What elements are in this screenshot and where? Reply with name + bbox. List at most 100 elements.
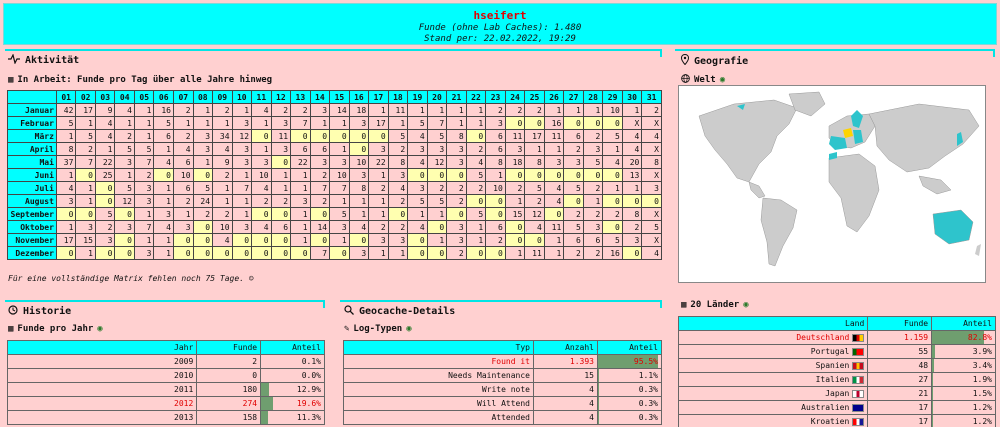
day-cell: 0 <box>465 246 487 260</box>
day-cell: 3 <box>133 246 155 260</box>
map-title: Welt <box>694 75 716 85</box>
activity-matrix: 01 02 03 04 05 06 07 08 09 10 11 12 13 14 15 16 17 18 19 20… <box>7 90 662 260</box>
activity-icon <box>8 53 20 67</box>
column-header[interactable]: Jahr <box>6 340 198 355</box>
day-cell: 0 <box>407 233 428 247</box>
day-header: 18 <box>387 90 409 104</box>
matrix-row: Januar 42 17 9 4 1 16 2 1 2 1 4 2 2 3 14 18 1 11 1 1 1 1 2 2 2 1 1 1… <box>7 103 662 117</box>
table-cell: 2011 <box>6 382 198 397</box>
map-new-zealand <box>975 244 981 256</box>
share-bar <box>932 387 934 400</box>
table-row: Attended 4 0.3% <box>343 410 662 425</box>
table-cell: 19.6% <box>260 396 325 411</box>
day-cell: 6 <box>153 129 174 143</box>
table-cell: 274 <box>196 396 262 411</box>
table-row: 2010 0 0.0% <box>6 368 325 383</box>
section-aktivitaet: Aktivität <box>8 53 79 67</box>
historie-sub-heading: ▦ Funde pro Jahr ◉ <box>8 324 103 334</box>
day-header: 21 <box>446 90 467 104</box>
column-header[interactable]: Anteil <box>597 340 662 355</box>
day-cell: 15 <box>75 233 96 247</box>
share-bar <box>932 373 934 386</box>
day-cell: 6 <box>485 142 506 156</box>
column-header[interactable]: Typ <box>343 340 534 355</box>
eye-icon[interactable]: ◉ <box>743 300 749 310</box>
day-cell: 13 <box>621 168 643 182</box>
day-cell: 1 <box>446 116 467 130</box>
day-cell: X <box>641 142 662 156</box>
day-cell: 0 <box>329 129 350 143</box>
table-cell: 1.393 <box>533 354 598 369</box>
section-title-geografie: Geografie <box>694 55 749 67</box>
day-cell: 4 <box>543 194 565 208</box>
day-cell: 3 <box>543 155 565 169</box>
day-cell: 1 <box>368 246 389 260</box>
day-header: 07 <box>173 90 194 104</box>
day-cell: 3 <box>582 142 604 156</box>
day-cell: 2 <box>114 129 135 143</box>
day-cell: 1 <box>114 116 135 130</box>
day-cell: 7 <box>231 181 253 195</box>
table-header-row: Land Funde Anteil <box>677 316 996 331</box>
map-visited-eastern-europe <box>853 130 863 144</box>
day-cell: 0 <box>270 233 292 247</box>
table-cell: Attended <box>343 410 534 425</box>
day-cell: 3 <box>231 220 253 234</box>
day-cell: 4 <box>602 155 623 169</box>
map-visited-morocco <box>829 152 837 160</box>
day-cell: 34 <box>212 129 233 143</box>
day-cell: 3 <box>446 233 467 247</box>
day-cell: 1 <box>133 207 155 221</box>
table-cell: 15 <box>533 368 598 383</box>
day-cell: 16 <box>602 246 623 260</box>
user-name[interactable]: hseifert <box>473 9 527 22</box>
day-cell: 12 <box>426 155 448 169</box>
day-cell: 16 <box>153 103 174 117</box>
column-header[interactable]: Funde <box>196 340 262 355</box>
day-cell: 3 <box>348 116 370 130</box>
column-header[interactable]: Anteil <box>931 316 996 331</box>
day-cell: 4 <box>621 129 643 143</box>
day-cell: 10 <box>329 168 350 182</box>
eye-icon[interactable]: ◉ <box>406 324 412 334</box>
month-label: September <box>7 207 57 221</box>
day-cell: 0 <box>173 246 194 260</box>
day-cell: 12 <box>231 129 253 143</box>
day-cell: 1 <box>290 207 311 221</box>
day-cell: 0 <box>504 116 526 130</box>
day-cell: 5 <box>114 142 135 156</box>
day-cell: 0 <box>251 129 272 143</box>
day-cell: 1 <box>75 194 96 208</box>
column-header[interactable]: Anzahl <box>533 340 598 355</box>
day-cell: 0 <box>407 246 428 260</box>
day-cell: 1 <box>543 103 565 117</box>
eye-icon[interactable]: ◉ <box>97 324 103 334</box>
share-value: 19.6% <box>296 399 321 408</box>
day-cell: 7 <box>75 155 96 169</box>
day-cell: 0 <box>485 207 506 221</box>
eye-icon[interactable]: ◉ <box>719 75 726 85</box>
column-header[interactable]: Anteil <box>260 340 325 355</box>
world-map[interactable] <box>678 85 986 283</box>
share-value: 11.3% <box>296 413 321 422</box>
column-header[interactable]: Funde <box>867 316 933 331</box>
map-southeast-asia <box>918 175 952 195</box>
day-cell: 5 <box>407 194 428 208</box>
day-cell: X <box>641 168 662 182</box>
globe-icon <box>681 74 690 86</box>
day-cell: 5 <box>582 155 604 169</box>
day-cell: 1 <box>75 116 96 130</box>
table-row: Needs Maintenance 15 1.1% <box>343 368 662 383</box>
share-value: 0.3% <box>638 385 658 394</box>
day-cell: 16 <box>543 116 565 130</box>
map-visited-europe <box>829 136 847 150</box>
day-cell: 14 <box>309 220 331 234</box>
day-cell: 7 <box>309 181 331 195</box>
table-cell: 0.3% <box>597 396 662 411</box>
day-cell: 1 <box>348 194 370 208</box>
share-value: 3.4% <box>972 361 992 370</box>
day-cell: 2 <box>387 220 409 234</box>
column-header[interactable]: Land <box>677 316 869 331</box>
day-cell: 1 <box>582 194 604 208</box>
day-cell: 1 <box>231 194 253 208</box>
